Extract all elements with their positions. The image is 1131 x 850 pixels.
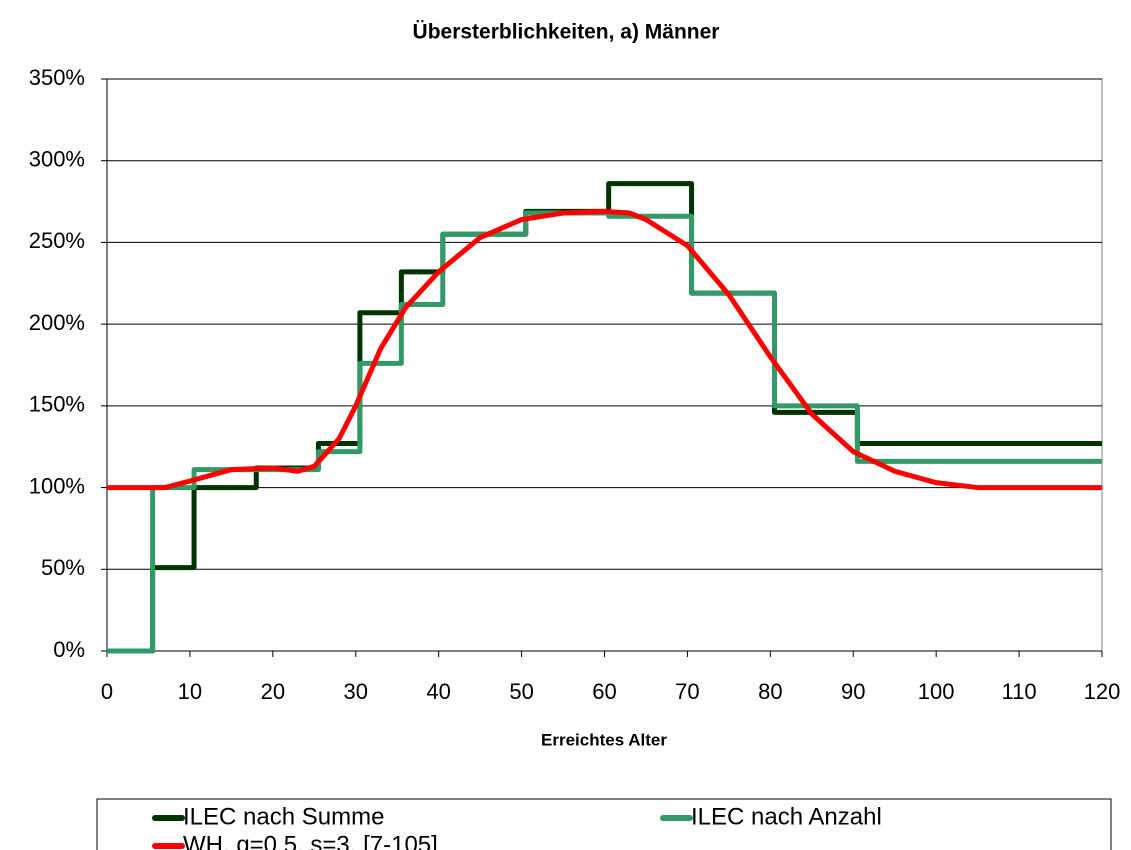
legend-label: ILEC nach Summe <box>183 803 384 830</box>
y-tick-label: 100% <box>29 473 85 498</box>
y-tick-label: 0% <box>53 637 85 662</box>
y-tick-label: 50% <box>41 555 85 580</box>
x-tick-label: 20 <box>261 679 285 704</box>
y-tick-label: 250% <box>29 228 85 253</box>
x-tick-label: 80 <box>758 679 782 704</box>
y-tick-label: 350% <box>29 65 85 90</box>
legend-label: WH, g=0.5, s=3, [7-105] <box>183 831 438 850</box>
x-tick-label: 70 <box>675 679 699 704</box>
plot-area <box>106 78 1103 652</box>
x-tick-label: 90 <box>841 679 865 704</box>
x-tick-label: 100 <box>918 679 955 704</box>
x-axis-label: Erreichtes Alter <box>541 730 667 749</box>
legend: ILEC nach Summe ILEC nach Anzahl WH, g=0.5… <box>96 798 1112 850</box>
x-tick-label: 120 <box>1084 679 1121 704</box>
x-tick-label: 40 <box>426 679 450 704</box>
y-tick-label: 150% <box>29 392 85 417</box>
x-tick-label: 60 <box>592 679 616 704</box>
x-tick-label: 30 <box>344 679 368 704</box>
y-tick-label: 300% <box>29 147 85 172</box>
y-tick-label: 200% <box>29 310 85 335</box>
legend-label: ILEC nach Anzahl <box>691 803 882 830</box>
chart-title: Übersterblichkeiten, a) Männer <box>413 21 720 44</box>
series-line <box>107 208 1102 491</box>
x-tick-label: 10 <box>178 679 202 704</box>
x-tick-label: 110 <box>1002 679 1037 704</box>
x-tick-label: 0 <box>101 679 113 704</box>
x-tick-label: 50 <box>509 679 533 704</box>
legend-box <box>96 798 1112 850</box>
